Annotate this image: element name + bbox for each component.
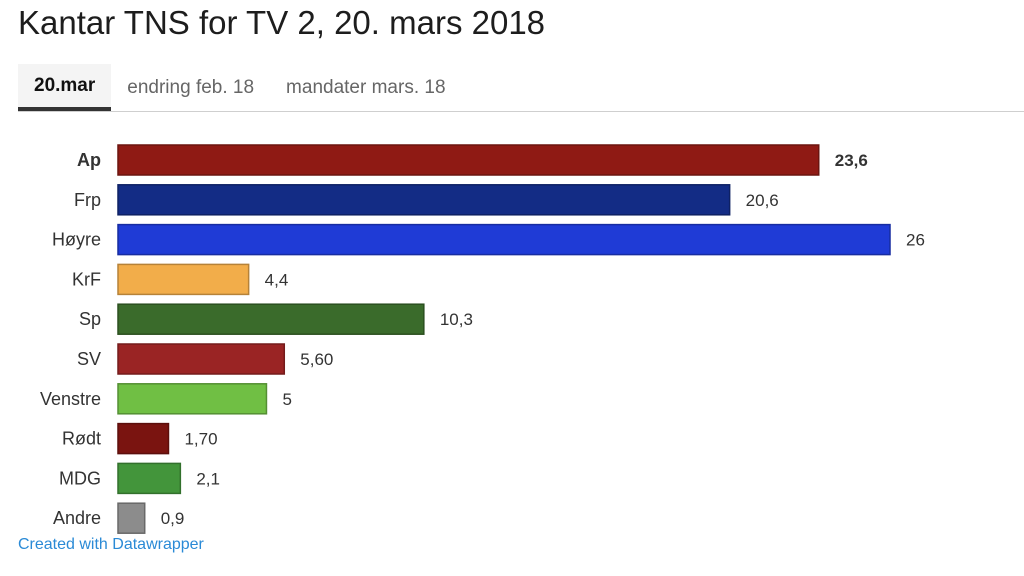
- value-label-frp: 20,6: [746, 191, 779, 210]
- category-label-andre: Andre: [53, 508, 101, 528]
- bar-venstre: [117, 383, 268, 415]
- bar-sp: [117, 303, 425, 335]
- bar-sv: [117, 343, 286, 375]
- category-label-sv: SV: [77, 349, 101, 369]
- value-label-andre: 0,9: [161, 509, 185, 528]
- category-label-venstre: Venstre: [40, 389, 101, 409]
- value-label-venstre: 5: [282, 390, 291, 409]
- value-label-mdg: 2,1: [196, 469, 220, 488]
- category-label-hoyre: Høyre: [52, 230, 101, 250]
- category-label-mdg: MDG: [59, 468, 101, 488]
- value-label-sv: 5,60: [300, 350, 333, 369]
- bar-andre: [117, 502, 146, 534]
- value-label-ap: 23,6: [835, 151, 868, 170]
- value-label-sp: 10,3: [440, 310, 473, 329]
- bar-krf: [117, 263, 250, 296]
- category-label-krf: KrF: [72, 269, 101, 289]
- tab-endring-feb[interactable]: endring feb. 18: [127, 76, 255, 98]
- category-label-rodt: Rødt: [62, 429, 101, 449]
- tab-mandater-mars[interactable]: mandater mars. 18: [286, 76, 446, 98]
- category-label-frp: Frp: [74, 190, 101, 210]
- bar-frp: [117, 184, 731, 216]
- value-label-hoyre: 26: [906, 231, 925, 250]
- bar-ap: [117, 144, 820, 176]
- tab-bar: 20.mar endring feb. 18 mandater mars. 18: [18, 64, 1024, 112]
- value-label-rodt: 1,70: [184, 430, 217, 449]
- page-title: Kantar TNS for TV 2, 20. mars 2018: [18, 4, 546, 41]
- tab-20-mar[interactable]: 20.mar: [18, 64, 112, 111]
- bar-rodt: [117, 422, 170, 455]
- category-label-ap: Ap: [77, 150, 101, 170]
- value-label-krf: 4,4: [265, 270, 289, 289]
- bar-mdg: [117, 462, 182, 495]
- bar-hoyre: [117, 223, 891, 256]
- category-label-sp: Sp: [79, 309, 101, 329]
- datawrapper-credit-link[interactable]: Created with Datawrapper: [18, 536, 204, 553]
